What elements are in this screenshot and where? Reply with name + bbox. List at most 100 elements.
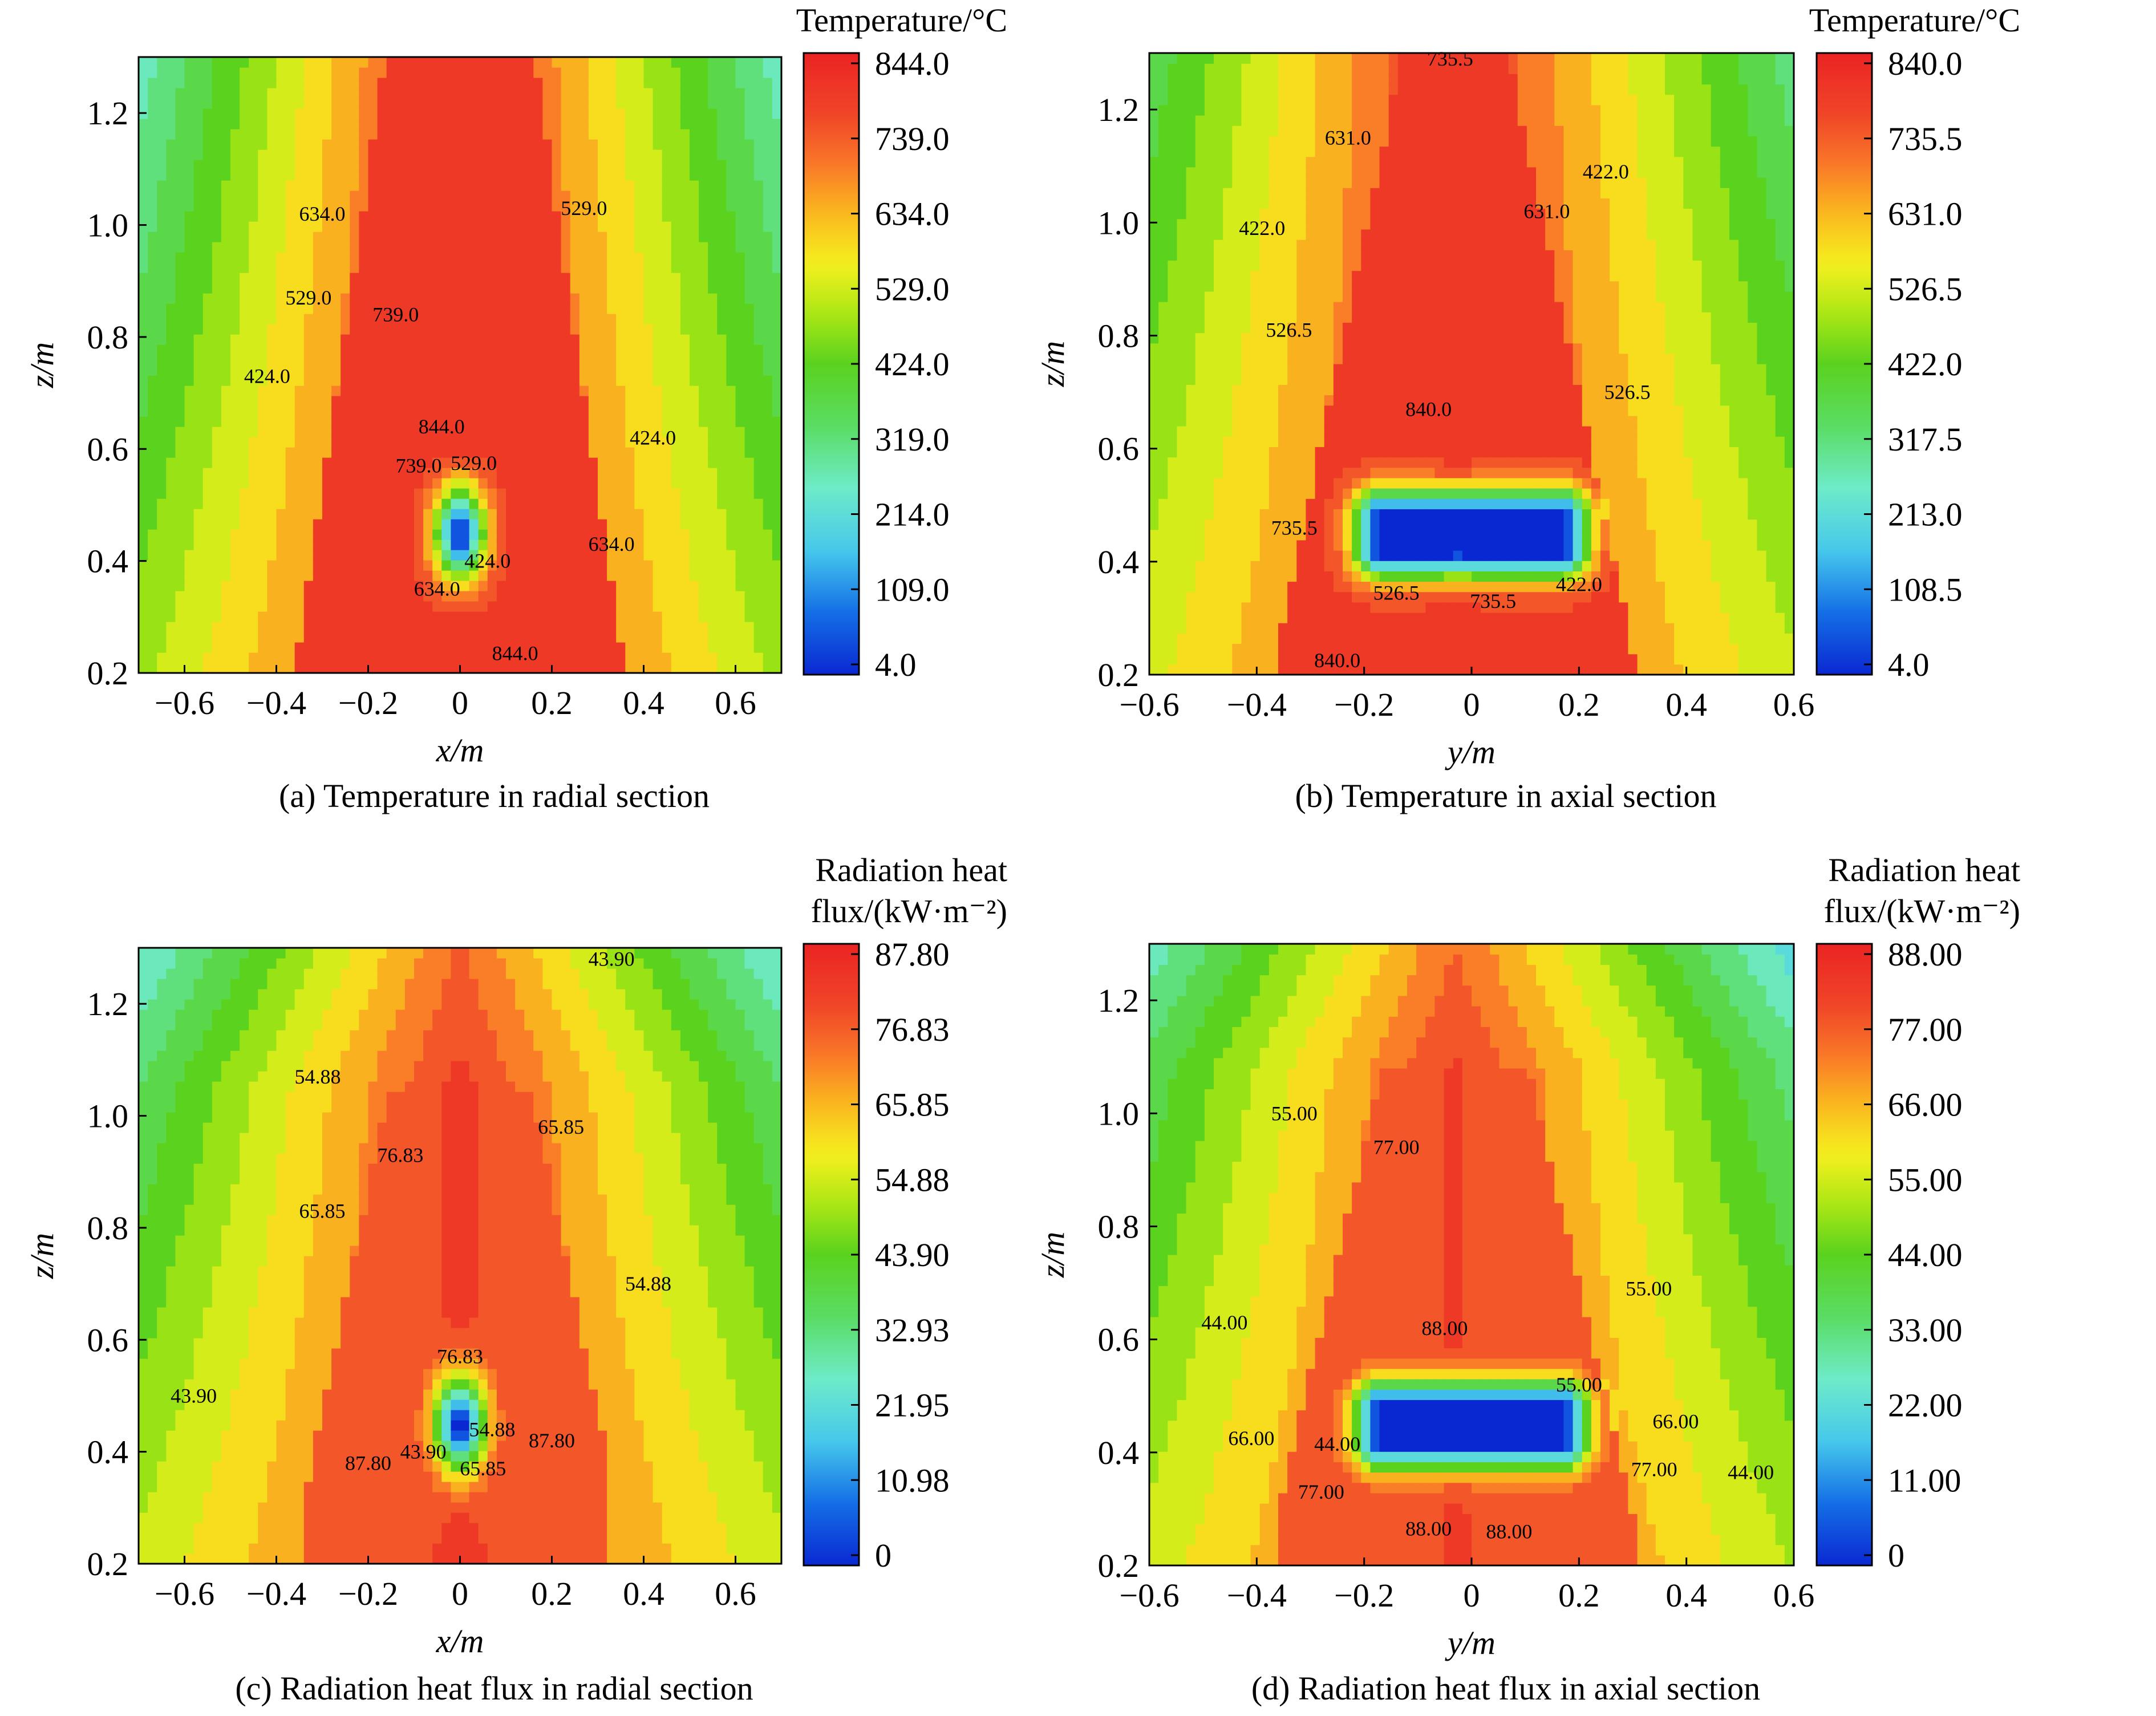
contour-label: 66.00 [1652,1410,1699,1433]
x-tick-label: −0.2 [1334,1577,1394,1614]
x-tick-label: 0.6 [715,1575,756,1612]
y-tick-label: 1.0 [1098,1095,1140,1132]
x-tick-label: −0.4 [246,1575,306,1612]
colorbar-tick-label: 77.00 [1888,1011,1963,1048]
y-axis-label: z/m [23,1233,60,1280]
y-tick-label: 0.4 [87,543,129,580]
contour-label: 422.0 [1583,160,1629,183]
x-tick-label: 0.2 [531,1575,573,1612]
contour-label: 44.00 [1201,1311,1247,1334]
contour-label: 422.0 [1556,573,1602,595]
panel-caption: (b) Temperature in axial section [1295,777,1717,814]
contour-label: 88.00 [1421,1317,1468,1340]
x-tick-label: −0.4 [246,684,306,721]
contour-label: 54.88 [469,1418,515,1441]
colorbar-title: Radiation heat [1828,851,2020,889]
x-tick-label: −0.6 [155,684,214,721]
contour-label: 43.90 [400,1441,447,1463]
contour-label: 55.00 [1626,1277,1672,1300]
contour-label: 88.00 [1486,1520,1532,1543]
colorbar-tick-label: 76.83 [875,1011,950,1048]
x-tick-label: 0.4 [623,684,664,721]
colorbar-tick-label: 32.93 [875,1312,950,1349]
y-tick-label: 0.2 [87,1545,129,1583]
x-tick-label: 0 [452,684,468,721]
contour-label: 424.0 [630,427,676,449]
y-tick-label: 0.8 [87,1210,129,1247]
x-tick-label: −0.2 [338,1575,398,1612]
y-tick-label: 0.8 [1098,1208,1140,1245]
y-tick-label: 1.2 [87,985,129,1023]
colorbar-tick-label: 631.0 [1888,196,1963,233]
colorbar-tick-label: 739.0 [875,120,950,157]
contour-label: 424.0 [244,365,290,388]
colorbar-tick-label: 214.0 [875,496,950,533]
colorbar-tick-label: 87.80 [875,936,950,973]
y-axis-label: z/m [1034,1232,1071,1279]
panel-a: −0.6 −0.4 −0.2 0 0.2 0.4 0.60.20.40.60.81.01.2… [23,2,1007,814]
contour-field [1149,944,1794,1566]
colorbar-tick-label: 529.0 [875,270,950,307]
colorbar: 87.8076.8365.8554.8843.9032.9321.9510.98… [804,851,1007,1574]
y-tick-label: 0.8 [1098,317,1140,354]
y-tick-label: 1.2 [87,95,129,132]
x-tick-label: 0.6 [1773,686,1815,723]
x-tick-label: −0.2 [1334,686,1394,723]
contour-label: 631.0 [1325,127,1371,149]
colorbar-tick-label: 33.00 [1888,1312,1963,1349]
x-tick-label: −0.2 [338,684,398,721]
colorbar-tick-label: 43.90 [875,1236,950,1273]
x-tick-label: −0.4 [1227,686,1287,723]
x-tick-label: −0.6 [155,1575,214,1612]
colorbar-tick-label: 422.0 [1888,346,1963,383]
contour-label: 634.0 [589,533,635,555]
contour-label: 88.00 [1405,1518,1452,1540]
contour-label: 55.00 [1556,1373,1602,1396]
y-tick-label: 0.8 [87,319,129,356]
x-tick-label: −0.4 [1227,1577,1287,1614]
contour-label: 424.0 [464,550,510,573]
x-tick-label: 0.2 [1558,1577,1600,1614]
colorbar-tick-label: 55.00 [1888,1161,1963,1198]
colorbar-tick-label: 66.00 [1888,1086,1963,1123]
x-tick-label: 0 [452,1575,468,1612]
y-tick-label: 1.0 [1098,204,1140,241]
contour-label: 526.5 [1604,381,1651,404]
contour-field [1149,53,1794,675]
contour-label: 54.88 [625,1272,671,1295]
contour-label: 66.00 [1228,1427,1274,1450]
y-tick-label: 0.4 [1098,1434,1140,1471]
x-axis-label: x/m [436,732,484,769]
colorbar-scale [804,944,859,1565]
colorbar-tick-label: 44.00 [1888,1236,1963,1273]
contour-label: 44.00 [1314,1433,1360,1455]
contour-label: 735.5 [1427,47,1473,70]
colorbar: 840.0735.5631.0526.5422.0317.5213.0108.5… [1809,2,2020,683]
colorbar-tick-label: 10.98 [875,1462,950,1499]
contour-label: 840.0 [1405,397,1452,420]
contour-label: 77.00 [1631,1458,1677,1481]
panel-caption: (d) Radiation heat flux in axial section [1251,1670,1760,1707]
contour-label: 840.0 [1314,649,1360,672]
y-tick-label: 0.4 [87,1434,129,1471]
contour-label: 43.90 [171,1384,217,1407]
colorbar-tick-label: 88.00 [1888,936,1963,973]
colorbar: 844.0739.0634.0529.0424.0319.0214.0109.0… [796,2,1007,683]
colorbar-scale [1817,944,1872,1565]
colorbar-tick-label: 0 [1888,1537,1904,1574]
contour-label: 735.5 [1271,516,1318,539]
x-tick-label: 0.2 [1558,686,1600,723]
contour-field [139,57,782,674]
contour-label: 844.0 [492,642,538,665]
y-tick-label: 1.0 [87,207,129,244]
y-tick-label: 0.2 [1098,656,1140,693]
contour-label: 526.5 [1266,319,1312,342]
x-tick-label: 0.6 [715,684,756,721]
contour-label: 77.00 [1373,1136,1420,1159]
x-axis-label: y/m [1445,733,1496,770]
colorbar-tick-label: 54.88 [875,1161,950,1198]
colorbar-tick-label: 65.85 [875,1086,950,1123]
contour-label: 526.5 [1373,581,1420,604]
y-tick-label: 0.6 [1098,431,1140,468]
